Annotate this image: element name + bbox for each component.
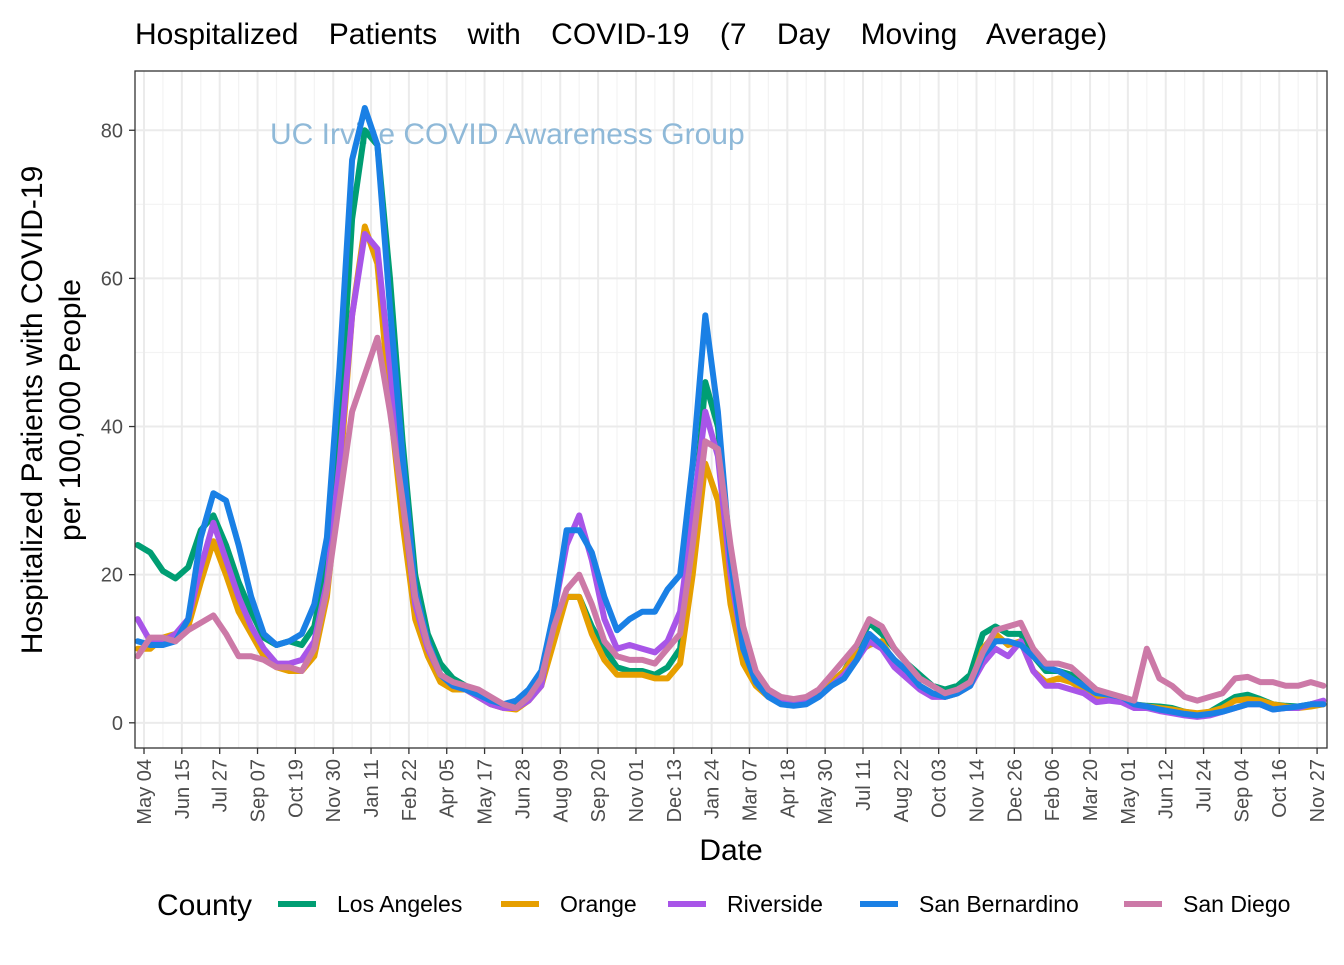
legend-title: County: [157, 889, 252, 922]
x-tick-label: May 17: [475, 759, 497, 825]
plot-panel-border: [134, 70, 1328, 749]
y-tick-label: 60: [101, 268, 123, 290]
x-tick-label: Dec 26: [1004, 759, 1026, 822]
x-tick-label: May 04: [134, 759, 156, 825]
y-axis-label-line-2: per 100,000 People: [54, 279, 87, 541]
x-tick-label: Sep 07: [248, 759, 270, 822]
legend: County Los Angeles Orange Riverside San Ber…: [157, 889, 1290, 922]
legend-label-san-bernardino: San Bernardino: [919, 891, 1079, 917]
y-tick-label: 40: [101, 417, 123, 439]
y-tick-label: 20: [101, 565, 123, 587]
x-tick-label: Aug 22: [891, 759, 913, 822]
legend-label-los-angeles: Los Angeles: [337, 891, 462, 917]
x-tick-label: May 30: [815, 759, 837, 825]
x-tick-label: Jul 11: [853, 759, 875, 811]
legend-label-san-diego: San Diego: [1183, 891, 1290, 917]
x-tick-label: Nov 27: [1307, 759, 1329, 822]
y-tick-label: 80: [101, 120, 123, 142]
x-tick-label: Apr 18: [777, 759, 799, 818]
legend-label-riverside: Riverside: [727, 891, 823, 917]
y-axis-label-line-1: Hospitalized Patients with COVID-19: [16, 166, 49, 655]
x-tick-label: Jan 24: [702, 759, 724, 819]
x-tick-label: Feb 06: [1042, 759, 1064, 821]
x-tick-label: Oct 19: [285, 759, 307, 818]
watermark: UC Irvine COVID Awareness Group: [270, 118, 745, 151]
x-tick-label: Jun 28: [512, 759, 534, 819]
x-axis: May 04 Jun 15 Jul 27 Sep 07 Oct 19 Nov 30 Jan …: [134, 748, 1329, 825]
x-tick-label: Dec 13: [664, 759, 686, 822]
x-tick-label: Oct 03: [929, 759, 951, 818]
legend-label-orange: Orange: [560, 891, 637, 917]
x-tick-label: Nov 14: [967, 759, 989, 822]
x-tick-label: Feb 22: [399, 759, 421, 821]
x-tick-label: Sep 20: [588, 759, 610, 822]
series-line-san-diego: [134, 334, 1327, 711]
x-tick-label: Aug 09: [550, 759, 572, 822]
x-tick-label: Sep 04: [1231, 759, 1253, 822]
x-tick-label: Nov 01: [626, 759, 648, 822]
x-tick-label: Nov 30: [323, 759, 345, 822]
x-tick-label: Jun 15: [172, 759, 194, 819]
x-tick-label: Jul 24: [1194, 759, 1216, 812]
x-tick-label: Jan 11: [361, 759, 383, 818]
x-tick-label: Apr 05: [437, 759, 459, 818]
y-tick-label: 0: [112, 713, 123, 735]
y-axis-label: Hospitalized Patients with COVID-19 per …: [16, 166, 87, 655]
x-tick-label: Jul 27: [210, 759, 232, 812]
chart-title: Hospitalized Patients with COVID-19 (7 D…: [135, 18, 1107, 51]
x-tick-label: Mar 20: [1080, 759, 1102, 821]
x-tick-label: Oct 16: [1269, 759, 1291, 818]
x-tick-label: Mar 07: [740, 759, 762, 821]
y-axis: 0 20 40 60 80: [101, 120, 135, 735]
x-tick-label: May 01: [1118, 759, 1140, 825]
x-tick-label: Jun 12: [1156, 759, 1178, 819]
series-layer: [134, 105, 1327, 720]
x-axis-label: Date: [699, 834, 762, 867]
